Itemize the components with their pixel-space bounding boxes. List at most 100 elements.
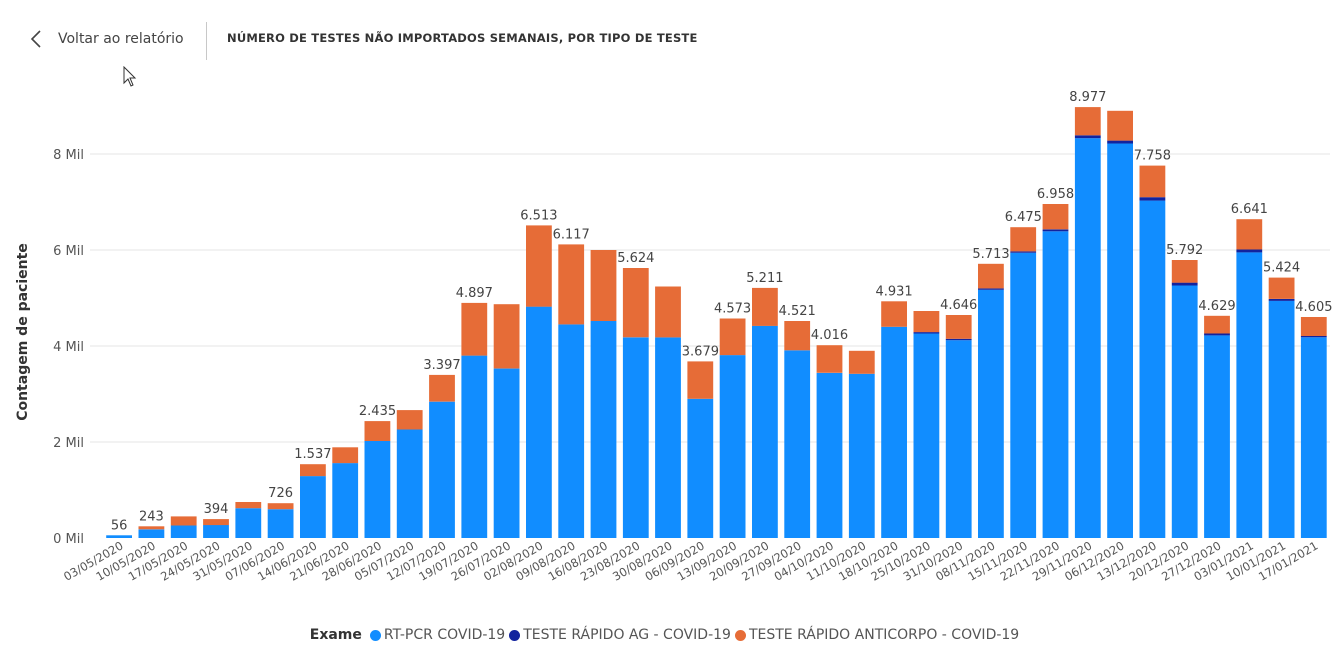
bar-segment[interactable]: [1107, 140, 1133, 144]
bar-segment[interactable]: [203, 519, 229, 526]
bar-segment[interactable]: [913, 311, 940, 333]
bar-segment[interactable]: [300, 464, 326, 477]
bar-segment[interactable]: [1268, 300, 1295, 538]
bar-segment[interactable]: [848, 350, 875, 374]
bar-segment[interactable]: [1171, 285, 1198, 539]
data-label: 4.646: [940, 298, 977, 313]
bar-segment[interactable]: [235, 508, 262, 538]
bar-segment[interactable]: [816, 372, 843, 538]
bar-segment[interactable]: [267, 509, 294, 538]
bar-segment[interactable]: [945, 340, 972, 538]
bar-segment[interactable]: [784, 350, 811, 538]
bar-segment[interactable]: [978, 263, 1004, 289]
bar-segment[interactable]: [235, 502, 262, 509]
bar-segment[interactable]: [396, 429, 423, 539]
bar-segment[interactable]: [1010, 227, 1037, 252]
bar-segment[interactable]: [106, 535, 132, 538]
bar-segment[interactable]: [848, 373, 875, 538]
bar-segment[interactable]: [1300, 335, 1327, 338]
data-label: 6.117: [553, 227, 590, 242]
bar-segment[interactable]: [170, 525, 197, 539]
data-label: 6.475: [1005, 210, 1042, 225]
data-label: 6.513: [520, 208, 557, 223]
bar-segment[interactable]: [655, 337, 681, 538]
bar-segment[interactable]: [687, 361, 714, 399]
data-label: 1.537: [294, 447, 331, 462]
bar-segment[interactable]: [1010, 251, 1037, 253]
bar-segment[interactable]: [558, 244, 585, 325]
bar-segment[interactable]: [1204, 333, 1230, 336]
bar-segment[interactable]: [1204, 335, 1230, 538]
bar-segment[interactable]: [332, 447, 359, 464]
bar-segment[interactable]: [978, 289, 1004, 538]
bar-segment[interactable]: [429, 374, 455, 402]
bar-segment[interactable]: [1042, 231, 1069, 539]
back-to-report-button[interactable]: Voltar ao relatório: [26, 24, 184, 54]
bar-segment[interactable]: [364, 441, 391, 538]
legend-item-teste-rapido-anticorpo[interactable]: TESTE RÁPIDO ANTICORPO - COVID-19: [734, 627, 1019, 643]
bar-segment[interactable]: [1042, 229, 1069, 232]
legend-dot-icon: [369, 629, 381, 641]
bar-segment[interactable]: [978, 288, 1004, 290]
bar-segment[interactable]: [138, 526, 165, 530]
bar-segment[interactable]: [526, 306, 552, 538]
bar-segment[interactable]: [461, 355, 488, 538]
bar-segment[interactable]: [881, 326, 907, 538]
bar-segment[interactable]: [719, 318, 746, 356]
bar-segment[interactable]: [913, 333, 940, 539]
bar-segment[interactable]: [1139, 200, 1166, 538]
bar-segment[interactable]: [1107, 143, 1133, 538]
bar-segment[interactable]: [1268, 299, 1295, 301]
bar-segment[interactable]: [752, 325, 778, 538]
bar-segment[interactable]: [1139, 197, 1166, 201]
bar-segment[interactable]: [1074, 135, 1101, 139]
bar-segment[interactable]: [1204, 315, 1230, 334]
bar-segment[interactable]: [332, 463, 359, 538]
bar-segment[interactable]: [267, 503, 294, 510]
x-axis-ticks: 03/05/202010/05/202017/05/202024/05/2020…: [61, 538, 1320, 583]
bar-segment[interactable]: [913, 332, 940, 334]
bar-segment[interactable]: [461, 302, 488, 356]
bar-segment[interactable]: [526, 225, 552, 307]
bar-segment[interactable]: [1300, 317, 1327, 336]
bar-segment[interactable]: [300, 476, 326, 538]
bar-segment[interactable]: [655, 286, 681, 338]
bar-segment[interactable]: [622, 268, 649, 338]
bar-segment[interactable]: [1171, 282, 1198, 286]
bar-segment[interactable]: [170, 516, 197, 526]
bar-segment[interactable]: [1236, 249, 1263, 253]
bar-segment[interactable]: [1107, 110, 1133, 141]
bar-segment[interactable]: [1074, 138, 1101, 538]
bar-segment[interactable]: [590, 250, 617, 321]
bar-segment[interactable]: [687, 398, 714, 538]
bar-segment[interactable]: [558, 324, 585, 538]
bar-segment[interactable]: [590, 321, 617, 538]
y-axis-ticks: 0 Mil 2 Mil 4 Mil 6 Mil 8 Mil: [53, 148, 84, 547]
bar-segment[interactable]: [1074, 107, 1101, 136]
bar-segment[interactable]: [1236, 219, 1263, 250]
bar-segment[interactable]: [1300, 337, 1327, 538]
bar-segment[interactable]: [1042, 204, 1069, 230]
bar-segment[interactable]: [429, 401, 455, 538]
bar-segment[interactable]: [138, 529, 165, 538]
bar-segment[interactable]: [364, 421, 391, 441]
bar-segment[interactable]: [945, 338, 972, 341]
bar-segment[interactable]: [784, 321, 811, 351]
bar-segment[interactable]: [203, 525, 229, 538]
bar-segment[interactable]: [816, 345, 843, 373]
bar-segment[interactable]: [622, 337, 649, 538]
legend-item-rt-pcr[interactable]: RT-PCR COVID-19: [369, 627, 505, 643]
bar-segment[interactable]: [1139, 165, 1166, 198]
bar-segment[interactable]: [396, 410, 423, 430]
bar-segment[interactable]: [1010, 252, 1037, 538]
bar-segment[interactable]: [945, 315, 972, 339]
bar-segment[interactable]: [1268, 277, 1295, 299]
bar-segment[interactable]: [1236, 252, 1263, 538]
bar-segment[interactable]: [493, 304, 520, 369]
bar-segment[interactable]: [1171, 260, 1198, 283]
bar-segment[interactable]: [719, 355, 746, 538]
bar-segment[interactable]: [881, 301, 907, 327]
bar-segment[interactable]: [752, 287, 778, 326]
bar-segment[interactable]: [493, 368, 520, 538]
legend-item-teste-rapido-ag[interactable]: TESTE RÁPIDO AG - COVID-19: [509, 627, 731, 643]
